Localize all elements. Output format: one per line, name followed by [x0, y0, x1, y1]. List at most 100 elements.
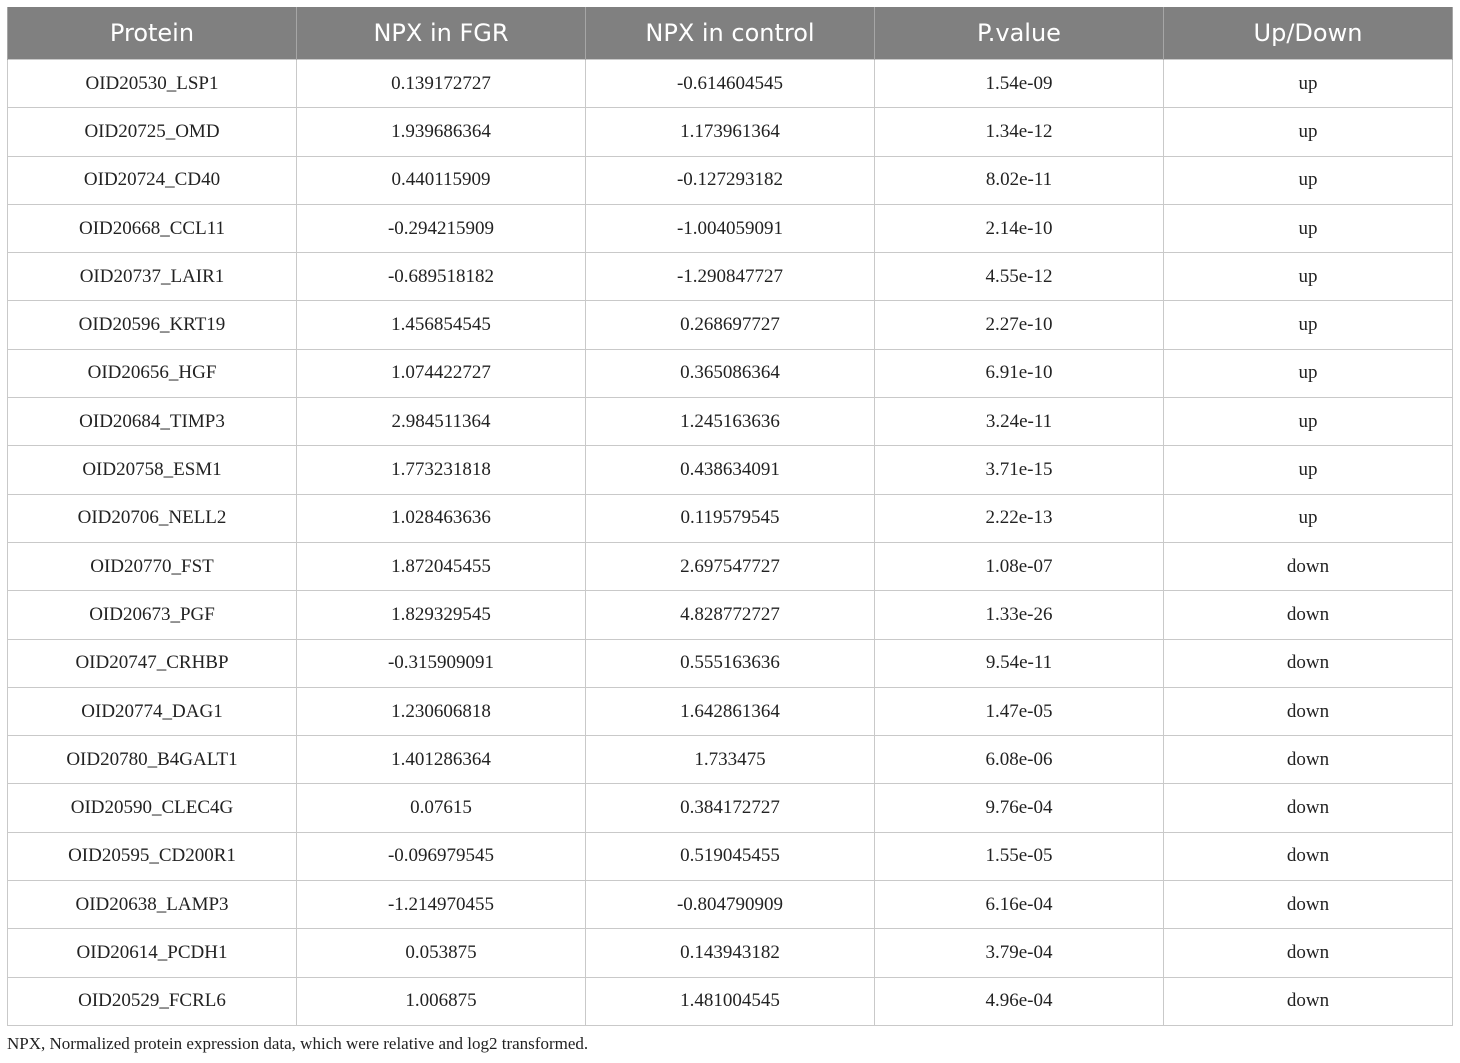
- table-row: OID20758_ESM1 1.773231818 0.438634091 3.71e…: [7, 445, 1453, 495]
- cell-p-value: 4.96e-04: [874, 976, 1164, 1026]
- cell-npx-control: 1.733475: [585, 735, 875, 785]
- cell-protein: OID20747_CRHBP: [7, 638, 297, 688]
- cell-p-value: 1.33e-26: [874, 590, 1164, 640]
- header-npx-fgr: NPX in FGR: [296, 7, 586, 60]
- cell-npx-control: 0.519045455: [585, 831, 875, 882]
- cell-p-value: 6.91e-10: [874, 348, 1164, 399]
- cell-p-value: 3.24e-11: [874, 397, 1164, 447]
- cell-protein: OID20668_CCL11: [7, 203, 297, 254]
- cell-p-value: 3.79e-04: [874, 928, 1164, 978]
- header-up-down: Up/Down: [1163, 7, 1453, 60]
- cell-p-value: 6.16e-04: [874, 880, 1164, 930]
- cell-npx-control: 1.481004545: [585, 976, 875, 1026]
- cell-npx-control: 1.245163636: [585, 397, 875, 447]
- cell-npx-control: 0.143943182: [585, 928, 875, 978]
- cell-up-down: down: [1163, 928, 1453, 978]
- cell-npx-fgr: 1.872045455: [296, 541, 586, 592]
- cell-p-value: 2.14e-10: [874, 203, 1164, 254]
- cell-npx-fgr: -0.689518182: [296, 252, 586, 302]
- header-npx-control: NPX in control: [585, 7, 875, 60]
- cell-npx-control: 4.828772727: [585, 590, 875, 640]
- cell-protein: OID20595_CD200R1: [7, 831, 297, 882]
- table-row: OID20706_NELL2 1.028463636 0.119579545 2.22…: [7, 493, 1453, 543]
- cell-npx-fgr: 0.139172727: [296, 58, 586, 109]
- cell-p-value: 3.71e-15: [874, 445, 1164, 495]
- cell-npx-control: 0.384172727: [585, 783, 875, 833]
- cell-up-down: down: [1163, 831, 1453, 882]
- table-row: OID20595_CD200R1 -0.096979545 0.519045455 1…: [7, 831, 1453, 882]
- table-row: OID20668_CCL11 -0.294215909 -1.004059091 2.…: [7, 203, 1453, 254]
- cell-protein: OID20596_KRT19: [7, 300, 297, 350]
- cell-npx-fgr: 1.829329545: [296, 590, 586, 640]
- cell-up-down: up: [1163, 155, 1453, 205]
- cell-npx-control: -1.004059091: [585, 203, 875, 254]
- table-row: OID20774_DAG1 1.230606818 1.642861364 1.47e…: [7, 686, 1453, 737]
- cell-npx-fgr: 1.456854545: [296, 300, 586, 350]
- cell-p-value: 1.47e-05: [874, 686, 1164, 737]
- cell-up-down: up: [1163, 397, 1453, 447]
- cell-p-value: 1.34e-12: [874, 107, 1164, 157]
- table-row: OID20530_LSP1 0.139172727 -0.614604545 1.54…: [7, 58, 1453, 109]
- cell-p-value: 8.02e-11: [874, 155, 1164, 205]
- cell-npx-fgr: 1.939686364: [296, 107, 586, 157]
- table-row: OID20747_CRHBP -0.315909091 0.555163636 9.5…: [7, 638, 1453, 688]
- cell-protein: OID20770_FST: [7, 541, 297, 592]
- cell-npx-fgr: 0.07615: [296, 783, 586, 833]
- cell-npx-control: 1.642861364: [585, 686, 875, 737]
- cell-up-down: down: [1163, 783, 1453, 833]
- cell-npx-fgr: -1.214970455: [296, 880, 586, 930]
- cell-up-down: down: [1163, 880, 1453, 930]
- cell-up-down: down: [1163, 735, 1453, 785]
- cell-protein: OID20758_ESM1: [7, 445, 297, 495]
- header-protein: Protein: [7, 7, 297, 60]
- cell-protein: OID20656_HGF: [7, 348, 297, 399]
- cell-p-value: 9.76e-04: [874, 783, 1164, 833]
- table-row: OID20656_HGF 1.074422727 0.365086364 6.91e-…: [7, 348, 1453, 399]
- cell-npx-control: -0.614604545: [585, 58, 875, 109]
- cell-up-down: up: [1163, 203, 1453, 254]
- cell-protein: OID20530_LSP1: [7, 58, 297, 109]
- table-row: OID20724_CD40 0.440115909 -0.127293182 8.02…: [7, 155, 1453, 205]
- cell-npx-fgr: 0.440115909: [296, 155, 586, 205]
- cell-p-value: 4.55e-12: [874, 252, 1164, 302]
- cell-p-value: 9.54e-11: [874, 638, 1164, 688]
- cell-npx-fgr: 1.230606818: [296, 686, 586, 737]
- cell-npx-control: 2.697547727: [585, 541, 875, 592]
- cell-p-value: 1.54e-09: [874, 58, 1164, 109]
- cell-npx-control: -1.290847727: [585, 252, 875, 302]
- table-footnote: NPX, Normalized protein expression data,…: [7, 1034, 589, 1053]
- cell-protein: OID20780_B4GALT1: [7, 735, 297, 785]
- table-header-row: Protein NPX in FGR NPX in control P.valu…: [7, 7, 1453, 60]
- cell-up-down: down: [1163, 638, 1453, 688]
- cell-protein: OID20737_LAIR1: [7, 252, 297, 302]
- table-row: OID20770_FST 1.872045455 2.697547727 1.08e-…: [7, 541, 1453, 592]
- cell-npx-fgr: 1.401286364: [296, 735, 586, 785]
- cell-protein: OID20725_OMD: [7, 107, 297, 157]
- cell-npx-control: 0.119579545: [585, 493, 875, 543]
- cell-protein: OID20706_NELL2: [7, 493, 297, 543]
- cell-protein: OID20684_TIMP3: [7, 397, 297, 447]
- table-row: OID20737_LAIR1 -0.689518182 -1.290847727 4.…: [7, 252, 1453, 302]
- cell-npx-control: 0.268697727: [585, 300, 875, 350]
- table-row: OID20725_OMD 1.939686364 1.173961364 1.34e-…: [7, 107, 1453, 157]
- cell-npx-control: 0.365086364: [585, 348, 875, 399]
- table-row: OID20638_LAMP3 -1.214970455 -0.804790909 6.…: [7, 880, 1453, 930]
- table-row: OID20614_PCDH1 0.053875 0.143943182 3.79e-0…: [7, 928, 1453, 978]
- cell-p-value: 6.08e-06: [874, 735, 1164, 785]
- cell-npx-fgr: 1.074422727: [296, 348, 586, 399]
- cell-up-down: up: [1163, 252, 1453, 302]
- cell-npx-fgr: 2.984511364: [296, 397, 586, 447]
- table-row: OID20596_KRT19 1.456854545 0.268697727 2.27…: [7, 300, 1453, 350]
- cell-npx-control: 0.555163636: [585, 638, 875, 688]
- cell-npx-fgr: 1.006875: [296, 976, 586, 1026]
- cell-npx-fgr: 0.053875: [296, 928, 586, 978]
- cell-p-value: 1.08e-07: [874, 541, 1164, 592]
- cell-p-value: 2.27e-10: [874, 300, 1164, 350]
- cell-protein: OID20590_CLEC4G: [7, 783, 297, 833]
- cell-npx-control: 1.173961364: [585, 107, 875, 157]
- cell-up-down: up: [1163, 445, 1453, 495]
- cell-p-value: 1.55e-05: [874, 831, 1164, 882]
- cell-up-down: down: [1163, 590, 1453, 640]
- cell-npx-fgr: 1.773231818: [296, 445, 586, 495]
- table-row: OID20529_FCRL6 1.006875 1.481004545 4.96e-0…: [7, 976, 1453, 1026]
